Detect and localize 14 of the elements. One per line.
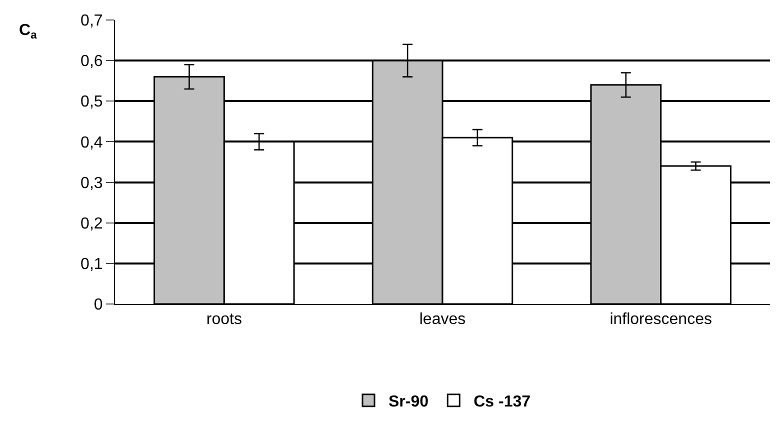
x-tick-label: inflorescences	[610, 311, 712, 328]
x-tick-label: roots	[206, 311, 242, 328]
x-tick-label: leaves	[419, 311, 466, 328]
y-tick-label: 0,5	[80, 94, 103, 111]
y-tick-label: 0,3	[80, 174, 103, 192]
y-tick-label: 0,7	[80, 12, 103, 30]
y-tick-label: 0,1	[80, 256, 103, 274]
y-axis-title: C$_{a}$	[19, 22, 38, 42]
legend-label: Cs -137	[474, 394, 531, 411]
y-tick-label: 0	[94, 296, 103, 314]
y-tick-label: 0,4	[80, 134, 103, 152]
y-tick-label: 0,2	[80, 215, 103, 232]
legend-label: Sr-90	[388, 394, 429, 411]
y-tick-label: 0,6	[80, 53, 103, 70]
